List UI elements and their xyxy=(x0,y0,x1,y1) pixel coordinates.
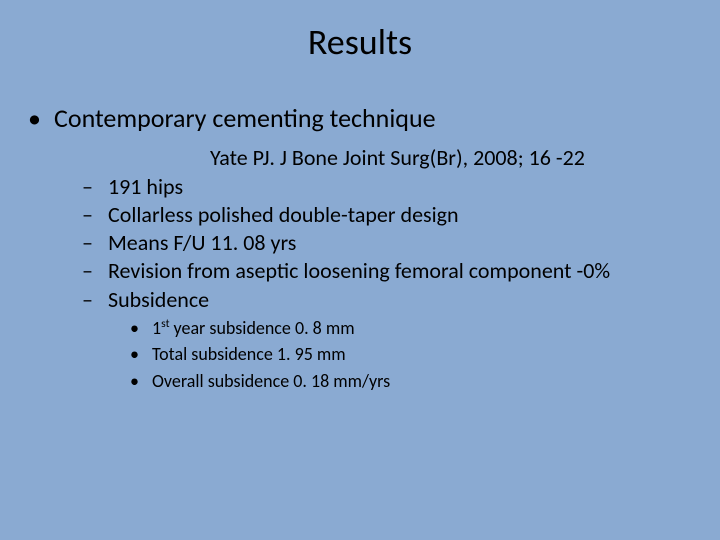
bullet-level1: Contemporary cementing technique xyxy=(0,102,720,134)
bullet-level3: 1st year subsidence 0. 8 mm xyxy=(0,317,720,340)
l3-text-post: year subsidence 0. 8 mm xyxy=(169,317,354,339)
bullet-level3: Total subsidence 1. 95 mm xyxy=(0,343,720,366)
bullet-level3: Overall subsidence 0. 18 mm/yrs xyxy=(0,370,720,393)
bullet-level2: Subsidence xyxy=(0,286,720,314)
l3-text-pre: 1 xyxy=(152,317,161,339)
bullet-level2: Collarless polished double-taper design xyxy=(0,201,720,229)
slide-title: Results xyxy=(0,20,720,64)
bullet-level2: 191 hips xyxy=(0,173,720,201)
slide: Results Contemporary cementing technique… xyxy=(0,0,720,540)
citation-text: Yate PJ. J Bone Joint Surg(Br), 2008; 16… xyxy=(0,144,720,171)
bullet-level2: Revision from aseptic loosening femoral … xyxy=(0,257,720,285)
bullet-level2: Means F/U 11. 08 yrs xyxy=(0,229,720,257)
